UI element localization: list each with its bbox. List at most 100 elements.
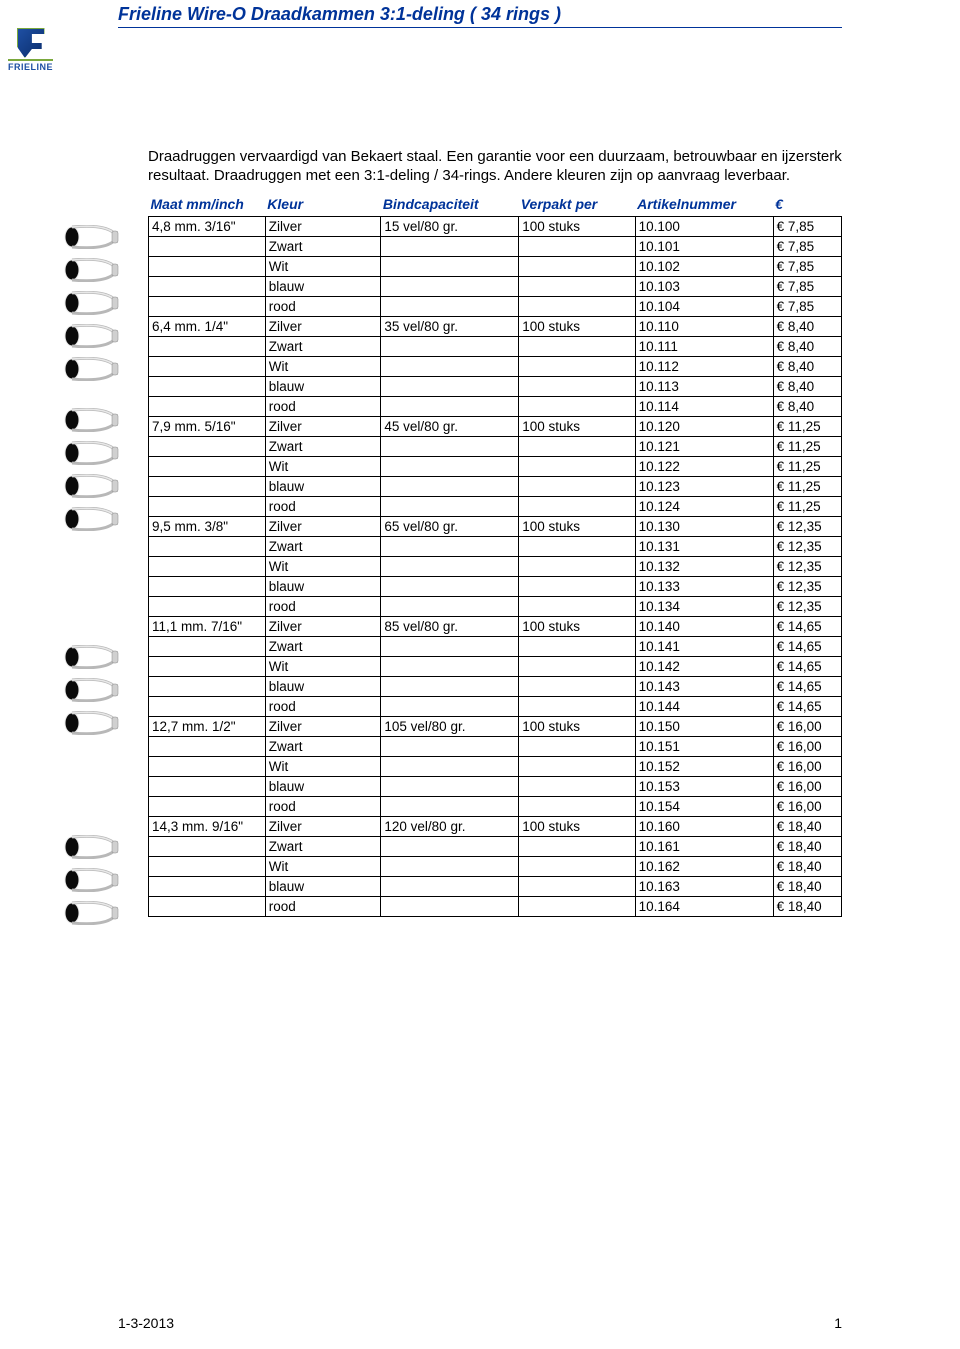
table-cell: 10.133 [635,576,773,596]
wire-ring-icon [60,408,120,432]
table-cell: 120 vel/80 gr. [381,816,519,836]
table-cell: 10.104 [635,296,773,316]
product-table: Maat mm/inch Kleur Bindcapaciteit Verpak… [148,194,842,917]
table-cell: 100 stuks [519,216,635,236]
table-cell: € 16,00 [773,776,841,796]
table-cell: 10.160 [635,816,773,836]
table-cell: 10.102 [635,256,773,276]
table-cell: € 16,00 [773,736,841,756]
table-cell: € 7,85 [773,236,841,256]
table-cell [519,236,635,256]
table-cell [149,476,266,496]
table-row: Zwart10.141€ 14,65 [149,636,842,656]
table-cell [519,696,635,716]
table-row: Wit10.102€ 7,85 [149,256,842,276]
table-cell [149,636,266,656]
table-cell: 100 stuks [519,416,635,436]
wire-ring-icon [60,324,120,348]
col-header-pack: Verpakt per [519,194,635,217]
table-cell: 10.152 [635,756,773,776]
table-cell: 10.123 [635,476,773,496]
table-cell [149,236,266,256]
table-cell [519,476,635,496]
table-row: Wit10.152€ 16,00 [149,756,842,776]
table-row: Wit10.122€ 11,25 [149,456,842,476]
table-cell: blauw [265,476,381,496]
wire-ring-icon [60,645,120,669]
table-cell: rood [265,496,381,516]
table-cell: Zilver [265,816,381,836]
table-cell: 10.103 [635,276,773,296]
table-cell: Zwart [265,236,381,256]
col-header-size: Maat mm/inch [149,194,266,217]
table-cell: € 7,85 [773,216,841,236]
table-cell [381,236,519,256]
logo: FRIELINE [8,28,53,72]
table-row: 7,9 mm. 5/16"Zilver45 vel/80 gr.100 stuk… [149,416,842,436]
table-cell: blauw [265,376,381,396]
table-row: rood10.154€ 16,00 [149,796,842,816]
table-cell: 10.143 [635,676,773,696]
wire-ring-icon [60,258,120,282]
table-cell: Zwart [265,636,381,656]
table-cell [149,836,266,856]
table-cell [381,876,519,896]
table-row: 9,5 mm. 3/8"Zilver65 vel/80 gr.100 stuks… [149,516,842,536]
table-cell: 9,5 mm. 3/8" [149,516,266,536]
table-row: blauw10.163€ 18,40 [149,876,842,896]
table-cell [519,836,635,856]
table-cell: Zilver [265,216,381,236]
table-cell [149,676,266,696]
table-cell [519,556,635,576]
table-cell [381,436,519,456]
table-cell [519,656,635,676]
table-row: blauw10.153€ 16,00 [149,776,842,796]
col-header-price: € [773,194,841,217]
table-cell [381,456,519,476]
table-cell [519,256,635,276]
table-cell [519,796,635,816]
table-row: Zwart10.121€ 11,25 [149,436,842,456]
table-cell [149,496,266,516]
wire-ring-icon [60,868,120,892]
table-cell [149,896,266,916]
table-cell: 10.150 [635,716,773,736]
table-cell: 10.161 [635,836,773,856]
table-cell: € 18,40 [773,896,841,916]
table-cell [381,776,519,796]
table-cell [381,676,519,696]
table-cell: 10.100 [635,216,773,236]
table-cell: 6,4 mm. 1/4" [149,316,266,336]
table-cell: 11,1 mm. 7/16" [149,616,266,636]
table-cell: Zwart [265,536,381,556]
table-cell [149,576,266,596]
table-cell: Wit [265,356,381,376]
table-cell: Wit [265,256,381,276]
table-cell: 10.112 [635,356,773,376]
table-cell: € 14,65 [773,636,841,656]
table-cell [149,296,266,316]
table-cell: Zwart [265,836,381,856]
table-cell [381,796,519,816]
wire-ring-group [60,835,120,925]
table-cell: 10.110 [635,316,773,336]
table-cell [519,396,635,416]
table-cell [381,256,519,276]
table-cell: € 7,85 [773,276,841,296]
table-cell [519,756,635,776]
page: Frieline Wire-O Draadkammen 3:1-deling (… [0,0,960,1349]
table-cell: 7,9 mm. 5/16" [149,416,266,436]
table-cell: Wit [265,756,381,776]
table-cell: 100 stuks [519,616,635,636]
table-cell [149,776,266,796]
table-cell: 10.154 [635,796,773,816]
wire-ring-icon [60,225,120,249]
table-cell [519,496,635,516]
table-row: 12,7 mm. 1/2"Zilver105 vel/80 gr.100 stu… [149,716,842,736]
col-header-cap: Bindcapaciteit [381,194,519,217]
table-cell [149,856,266,876]
table-cell: € 14,65 [773,656,841,676]
table-cell [381,756,519,776]
table-cell: 10.120 [635,416,773,436]
table-cell [149,596,266,616]
